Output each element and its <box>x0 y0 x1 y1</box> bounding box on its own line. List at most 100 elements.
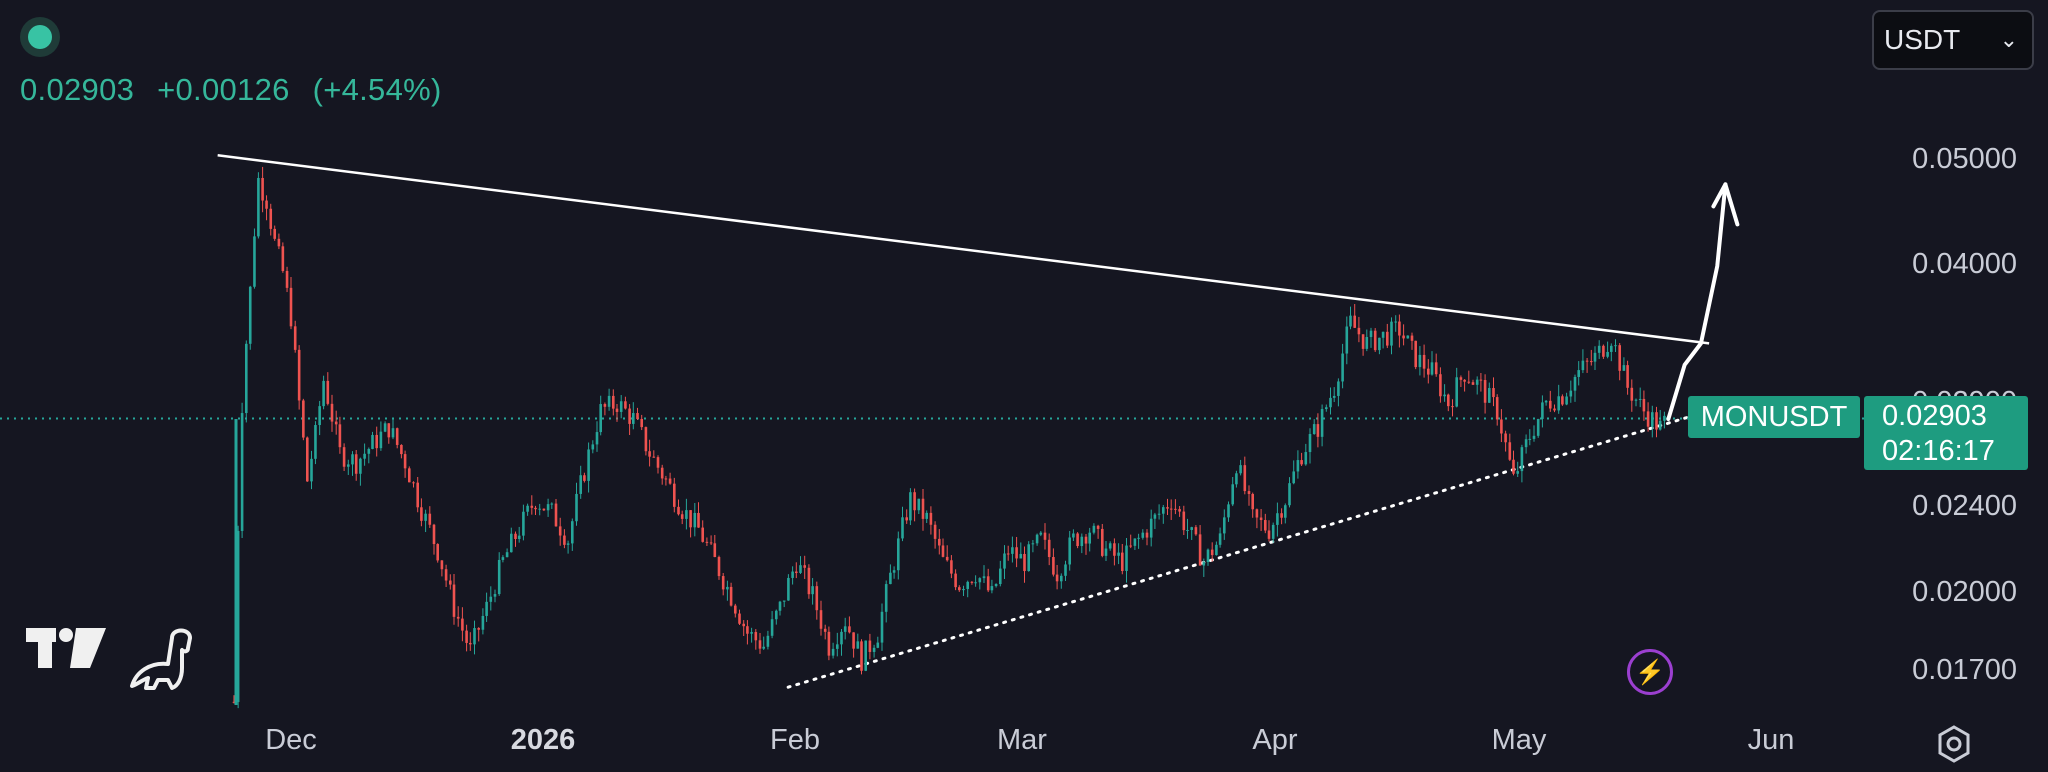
projection-arrowhead <box>1711 182 1740 227</box>
candle-body <box>493 594 497 597</box>
candle-body <box>449 580 452 585</box>
candle-body <box>1443 394 1446 397</box>
candle-body <box>420 507 423 521</box>
trendline-dotted[interactable] <box>786 409 1711 689</box>
x-tick-label: Dec <box>265 724 317 756</box>
candle-body <box>778 601 782 611</box>
candle-body <box>1630 387 1634 401</box>
candle-body <box>1422 354 1426 369</box>
candle-body <box>958 587 961 591</box>
candle-body <box>974 582 977 584</box>
candle-body <box>1504 433 1507 443</box>
candle-body <box>281 246 285 271</box>
candle-body <box>436 544 439 561</box>
candle-body <box>534 507 537 510</box>
candle-body <box>970 581 974 583</box>
candle-body <box>664 478 668 480</box>
x-tick-label: Apr <box>1252 724 1298 756</box>
candle-body <box>1023 553 1026 572</box>
dinosaur-icon <box>130 628 192 690</box>
candle-body <box>787 577 790 601</box>
candle-body <box>836 644 839 649</box>
candle-body <box>1520 447 1524 472</box>
candle-body <box>1544 400 1548 403</box>
candle-body <box>693 512 697 528</box>
candle-body <box>1565 396 1568 405</box>
currency-select[interactable]: USDT ⌄ <box>1872 10 2034 70</box>
candle-body <box>1394 321 1397 323</box>
candle-body <box>1210 549 1214 556</box>
candle-body <box>1357 327 1361 335</box>
candle-body <box>697 512 700 528</box>
candle-body <box>469 642 472 645</box>
candle-body <box>257 177 260 237</box>
candle-body <box>856 641 860 649</box>
candle-body <box>236 530 240 703</box>
candle-body <box>1381 331 1385 338</box>
candle-body <box>1500 419 1503 434</box>
candle-body <box>1019 553 1023 559</box>
candle-body <box>1590 361 1593 363</box>
candle-body <box>1088 532 1091 544</box>
candle-body <box>595 432 599 445</box>
candle-body <box>1288 483 1291 506</box>
candle-body <box>660 467 664 479</box>
candle-body <box>689 510 692 528</box>
candle-body <box>726 586 729 590</box>
candle-body <box>302 400 305 438</box>
candle-body <box>387 423 391 438</box>
candle-body <box>338 424 342 448</box>
gear-icon[interactable] <box>1934 724 1974 764</box>
candle-body <box>591 444 595 450</box>
candle-body <box>823 628 827 632</box>
candle-body <box>1190 527 1193 530</box>
candle-body <box>1536 418 1540 436</box>
y-tick-label: 0.01700 <box>1912 654 2017 686</box>
candle-body <box>1414 340 1417 368</box>
candle-body <box>424 513 427 521</box>
candle-body <box>872 647 876 652</box>
candle-body <box>1280 513 1283 518</box>
candle-body <box>367 448 371 454</box>
candle-body <box>428 513 432 525</box>
candle-body <box>603 404 607 407</box>
candle-body <box>1492 388 1495 398</box>
candle-body <box>297 349 301 401</box>
candle-body <box>1101 528 1104 556</box>
candle-body <box>640 418 643 428</box>
candle-body <box>1483 380 1487 403</box>
candle-body <box>713 543 717 558</box>
candle-body <box>1337 381 1340 396</box>
candle-body <box>1651 412 1654 427</box>
candle-body <box>1153 514 1157 519</box>
candle-body <box>954 573 957 588</box>
candle-body <box>986 576 990 591</box>
candle-body <box>1137 537 1140 539</box>
trendline-solid[interactable] <box>217 154 1710 345</box>
price-change: +0.00126 <box>157 72 290 107</box>
candle-body <box>400 444 403 455</box>
candle-body <box>546 504 550 511</box>
candle-body <box>738 613 741 624</box>
candle-body <box>1015 547 1018 559</box>
candle-body <box>1316 424 1320 437</box>
candle-body <box>791 571 794 578</box>
candle-body <box>1642 398 1646 412</box>
candle-body <box>1218 533 1222 545</box>
candle-body <box>497 559 501 595</box>
candle-body <box>901 517 904 539</box>
candle-body <box>1325 407 1328 410</box>
candle-body <box>1292 471 1295 484</box>
candle-body <box>1276 513 1279 525</box>
candle-body <box>314 425 317 459</box>
candle-body <box>285 270 289 288</box>
bolt-icon[interactable]: ⚡ <box>1627 649 1673 695</box>
candle-body <box>1145 532 1149 538</box>
symbol-badge: MONUSDT <box>1688 396 1860 438</box>
candle-body <box>599 404 602 433</box>
candle-body <box>1569 390 1573 397</box>
candle-body <box>1386 331 1389 346</box>
candle-body <box>880 611 884 643</box>
projection-arrow[interactable] <box>1666 182 1728 422</box>
